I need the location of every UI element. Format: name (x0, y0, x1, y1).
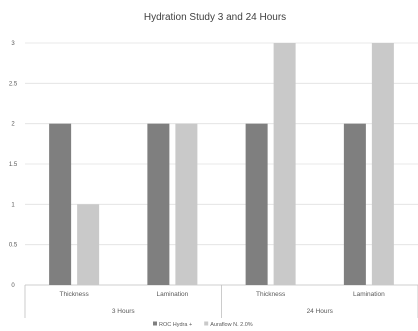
bars-layer (49, 43, 394, 286)
bar (343, 123, 366, 286)
x-category-label: Lamination (156, 291, 188, 298)
x-category-label: Lamination (353, 291, 385, 298)
y-tick-label: 0.5 (9, 243, 18, 249)
legend-swatch (153, 321, 157, 326)
bar (49, 123, 72, 286)
bar (147, 123, 170, 286)
y-tick-label: 1.5 (9, 162, 18, 168)
y-tick-label: 2.5 (9, 81, 18, 87)
legend: ROC Hydra + Auraflow N. 2.0% (153, 321, 253, 328)
y-tick-label: 1 (11, 202, 15, 208)
chart-title: Hydration Study 3 and 24 Hours (144, 12, 286, 23)
x-category-label: Thickness (256, 291, 286, 298)
x-category-label: Thickness (59, 291, 89, 298)
x-axis: Thickness Lamination Thickness Lamination 3 … (24, 285, 418, 318)
legend-label: ROC Hydra + (159, 322, 192, 328)
x-group-label: 3 Hours (112, 308, 136, 315)
bar (273, 43, 296, 285)
bar (245, 123, 268, 286)
bar (77, 204, 100, 285)
y-tick-label: 0 (11, 283, 15, 289)
bar (371, 43, 394, 285)
legend-swatch (204, 321, 209, 326)
bar (175, 123, 198, 286)
x-group-label: 24 Hours (307, 308, 334, 315)
y-tick-label: 2 (11, 122, 15, 128)
y-tick-label: 3 (11, 41, 15, 47)
legend-label: Auraflow N. 2.0% (210, 322, 253, 328)
